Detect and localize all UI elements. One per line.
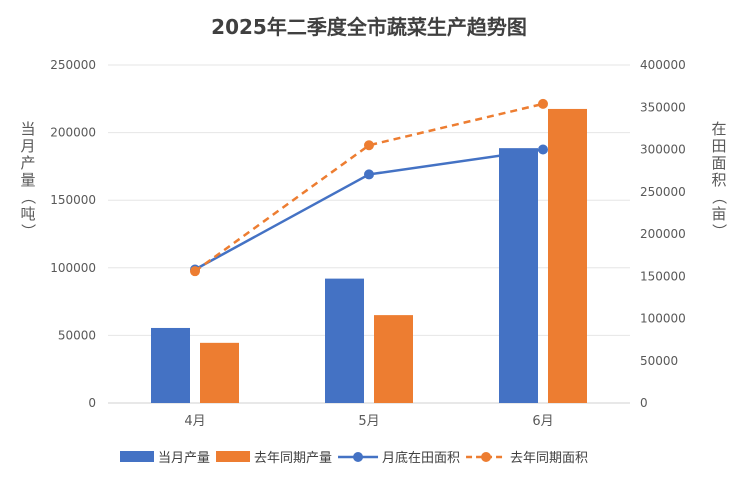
legend-label: 当月产量	[158, 451, 210, 466]
y-axis-label-char: 当	[20, 120, 35, 138]
legend-swatch	[216, 451, 251, 462]
legend: 当月产量 去年同期产量 月底在田面积 去年同期面积	[120, 450, 588, 466]
y2-tick-label: 300000	[640, 143, 686, 157]
y-tick-label: 100000	[50, 261, 96, 275]
y2-axis-label-char: 在	[711, 120, 726, 138]
legend-marker	[353, 452, 364, 462]
data-point	[538, 144, 548, 155]
y-tick-label: 0	[88, 396, 96, 410]
y-axis-label-char: （	[19, 189, 37, 204]
y-axis-label-char: 月	[20, 137, 35, 155]
y2-axis-ticks: 0 50000 100000 150000 200000 250000 300000 3500…	[640, 58, 686, 410]
bar	[151, 327, 190, 403]
chart-title: 2025年二季度全市蔬菜生产趋势图	[211, 15, 527, 39]
legend-label: 月底在田面积	[382, 450, 460, 466]
y-axis-label-char: 产	[20, 154, 35, 172]
data-point	[364, 169, 374, 180]
legend-label: 去年同期面积	[510, 451, 588, 466]
y-axis-label: 当月产量（吨）	[19, 120, 37, 239]
y-tick-label: 150000	[50, 193, 96, 207]
y-axis-label-char: 量	[20, 171, 35, 189]
data-point	[538, 98, 548, 109]
bar	[499, 148, 538, 403]
line-series	[190, 98, 548, 277]
y2-tick-label: 0	[640, 396, 648, 410]
y-tick-label: 200000	[50, 126, 96, 140]
y-tick-label: 250000	[50, 58, 96, 72]
bar	[548, 108, 587, 403]
bar	[200, 342, 239, 403]
legend-label: 去年同期产量	[254, 451, 332, 466]
y2-axis-label: 在田面积（亩）	[710, 120, 728, 239]
series-line	[194, 102, 544, 273]
data-point	[364, 140, 374, 151]
y2-axis-label-char: 积	[711, 171, 726, 189]
y2-tick-label: 400000	[640, 58, 686, 72]
y2-tick-label: 50000	[640, 354, 678, 368]
bar-series	[151, 108, 587, 403]
y2-axis-label-char: 亩	[711, 205, 726, 223]
y2-axis-label-char: 田	[711, 137, 726, 155]
legend-marker	[481, 452, 492, 462]
x-axis-ticks: 4月 5月 6月	[184, 414, 553, 429]
y2-tick-label: 250000	[640, 185, 686, 199]
y-axis-label-char: 吨	[20, 205, 35, 223]
series-line	[194, 148, 544, 271]
legend-swatch	[120, 451, 154, 462]
y-tick-label: 50000	[58, 328, 96, 342]
y2-axis-label-char: ）	[710, 223, 728, 238]
y2-tick-label: 200000	[640, 227, 686, 241]
x-tick-label: 4月	[184, 414, 205, 429]
y2-axis-label-char: （	[710, 189, 728, 204]
bar	[374, 315, 413, 403]
y2-tick-label: 350000	[640, 100, 686, 114]
x-tick-label: 6月	[532, 414, 553, 429]
y-axis-label-char: ）	[19, 223, 37, 238]
data-point	[190, 266, 200, 277]
y-axis-ticks: 0 50000 100000 150000 200000 250000	[50, 58, 96, 410]
bar	[325, 278, 364, 403]
y2-tick-label: 100000	[640, 312, 686, 326]
y2-axis-label-char: 面	[711, 154, 726, 172]
y2-tick-label: 150000	[640, 269, 686, 283]
x-tick-label: 5月	[358, 414, 379, 429]
